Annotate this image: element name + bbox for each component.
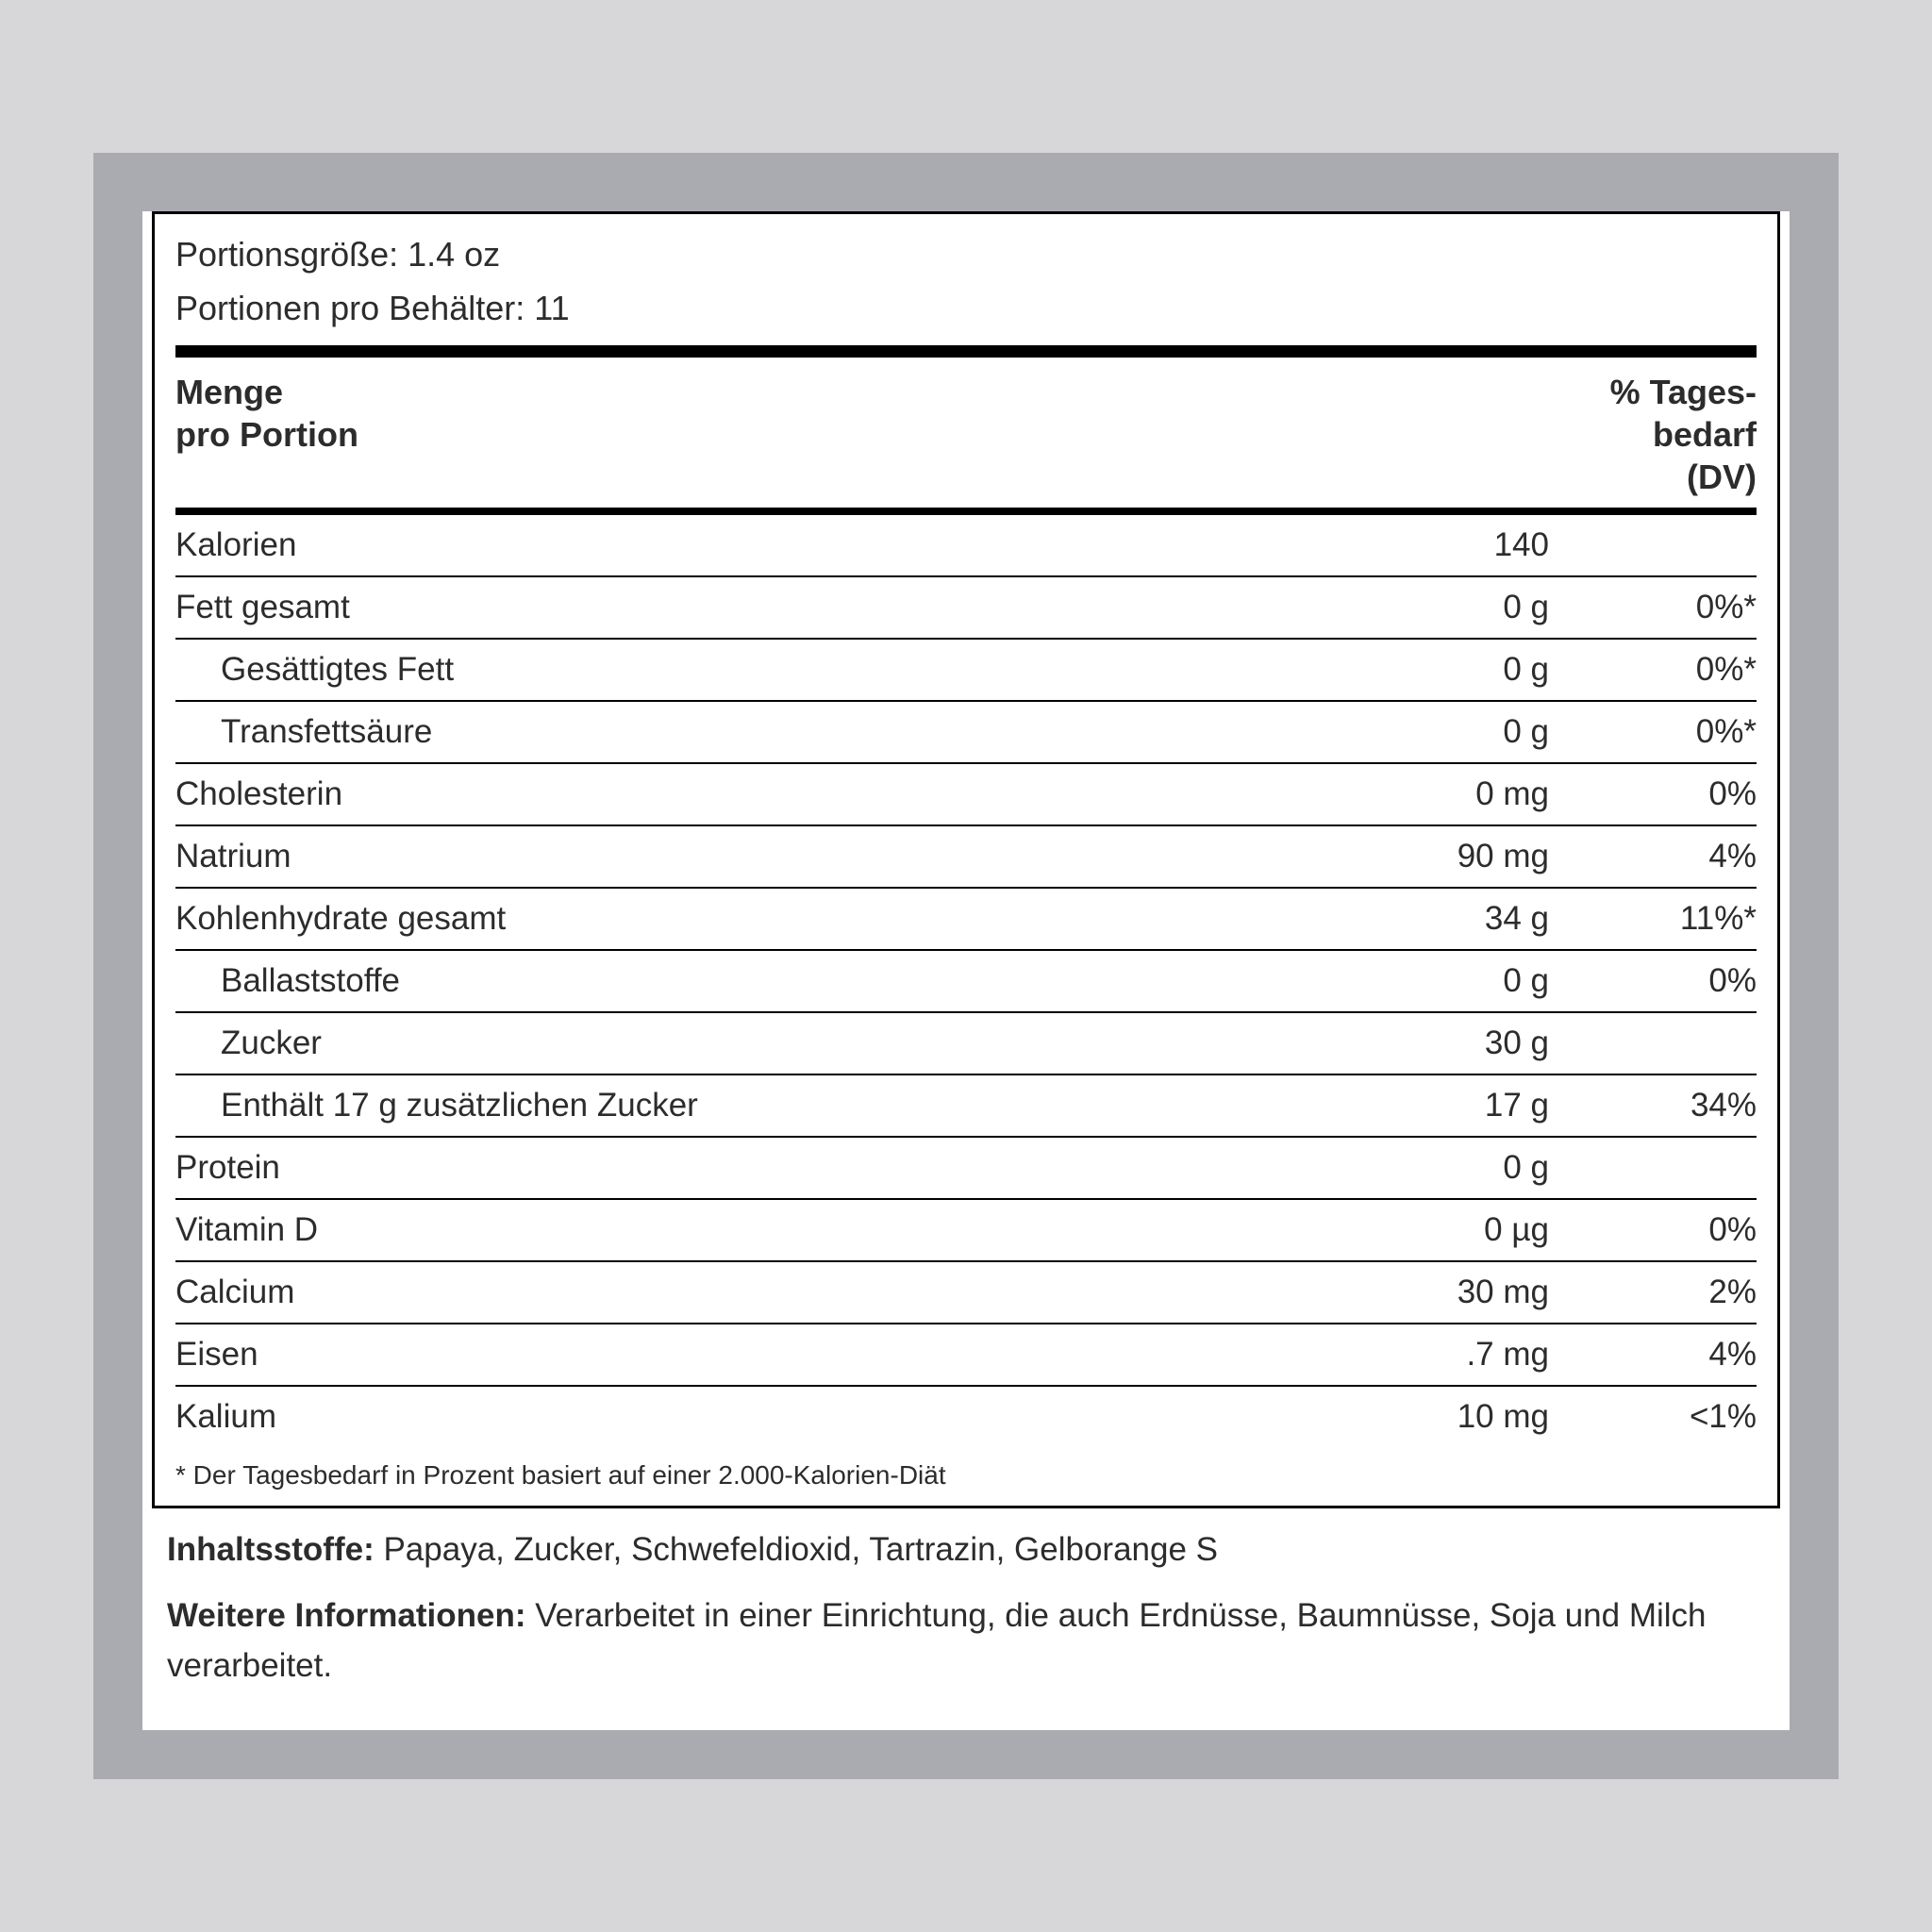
row-label: Natrium [175,838,1304,875]
table-row: Eisen.7 mg4% [175,1324,1757,1387]
footnote: * Der Tagesbedarf in Prozent basiert auf… [175,1447,1757,1496]
mid-rule [175,508,1757,515]
row-amount: 30 mg [1304,1274,1549,1311]
row-amount: 0 g [1304,589,1549,626]
row-dv: 0% [1549,1211,1757,1249]
row-label: Enthält 17 g zusätzlichen Zucker [175,1087,1304,1124]
header-amount: Menge pro Portion [175,371,358,456]
serving-size: Portionsgröße: 1.4 oz [175,227,1757,282]
more-info-line: Weitere Informationen: Verarbeitet in ei… [167,1591,1765,1690]
table-row: Calcium30 mg2% [175,1262,1757,1324]
table-row: Enthält 17 g zusätzlichen Zucker17 g34% [175,1075,1757,1138]
row-label: Cholesterin [175,775,1304,813]
nutrition-table: Portionsgröße: 1.4 oz Portionen pro Behä… [152,211,1780,1508]
row-dv: 0%* [1549,651,1757,689]
row-dv: 4% [1549,1336,1757,1374]
row-dv: 0%* [1549,589,1757,626]
table-row: Kalium10 mg<1% [175,1387,1757,1447]
table-row: Ballaststoffe0 g0% [175,951,1757,1013]
row-dv: 0% [1549,962,1757,1000]
header-dv-line1: % Tages- [1610,373,1757,411]
serving-block: Portionsgröße: 1.4 oz Portionen pro Behä… [175,227,1757,340]
row-dv: 4% [1549,838,1757,875]
row-amount: 30 g [1304,1024,1549,1062]
header-dv-line2: bedarf [1653,415,1757,454]
row-label: Protein [175,1149,1304,1187]
thick-rule-top [175,345,1757,358]
header-dv: % Tages- bedarf (DV) [1610,371,1757,498]
row-label: Transfettsäure [175,713,1304,751]
row-amount: 17 g [1304,1087,1549,1124]
header-amount-line2: pro Portion [175,415,358,454]
row-label: Kalium [175,1398,1304,1436]
table-row: Zucker30 g [175,1013,1757,1075]
row-dv: 34% [1549,1087,1757,1124]
row-amount: 0 mg [1304,775,1549,813]
row-amount: .7 mg [1304,1336,1549,1374]
servings-per-container: Portionen pro Behälter: 11 [175,281,1757,336]
row-dv: 0% [1549,775,1757,813]
table-row: Gesättigtes Fett0 g0%* [175,640,1757,702]
table-row: Kohlenhydrate gesamt34 g11%* [175,889,1757,951]
row-amount: 0 g [1304,651,1549,689]
below-block: Inhaltsstoffe: Papaya, Zucker, Schwefeld… [142,1508,1790,1691]
row-dv: 11%* [1549,900,1757,938]
row-dv: 2% [1549,1274,1757,1311]
row-label: Calcium [175,1274,1304,1311]
row-amount: 0 g [1304,962,1549,1000]
row-amount: 34 g [1304,900,1549,938]
outer-frame: Portionsgröße: 1.4 oz Portionen pro Behä… [93,153,1839,1780]
table-row: Kalorien140 [175,515,1757,577]
row-label: Vitamin D [175,1211,1304,1249]
table-header-row: Menge pro Portion % Tages- bedarf (DV) [175,358,1757,508]
nutrition-panel: Portionsgröße: 1.4 oz Portionen pro Behä… [142,211,1790,1731]
header-amount-line1: Menge [175,373,283,411]
row-dv: <1% [1549,1398,1757,1436]
header-dv-line3: (DV) [1687,458,1757,496]
row-label: Kalorien [175,526,1304,564]
row-amount: 0 g [1304,713,1549,751]
table-row: Vitamin D0 µg0% [175,1200,1757,1262]
row-label: Fett gesamt [175,589,1304,626]
row-label: Zucker [175,1024,1304,1062]
row-amount: 0 µg [1304,1211,1549,1249]
row-label: Eisen [175,1336,1304,1374]
row-label: Gesättigtes Fett [175,651,1304,689]
more-info-label: Weitere Informationen: [167,1597,535,1634]
table-row: Transfettsäure0 g0%* [175,702,1757,764]
row-label: Kohlenhydrate gesamt [175,900,1304,938]
row-amount: 0 g [1304,1149,1549,1187]
row-amount: 10 mg [1304,1398,1549,1436]
table-row: Cholesterin0 mg0% [175,764,1757,826]
row-amount: 90 mg [1304,838,1549,875]
ingredients-line: Inhaltsstoffe: Papaya, Zucker, Schwefeld… [167,1525,1765,1575]
row-dv: 0%* [1549,713,1757,751]
table-row: Fett gesamt0 g0%* [175,577,1757,640]
ingredients-text: Papaya, Zucker, Schwefeldioxid, Tartrazi… [383,1531,1218,1568]
table-row: Natrium90 mg4% [175,826,1757,889]
table-row: Protein0 g [175,1138,1757,1200]
row-amount: 140 [1304,526,1549,564]
rows-container: Kalorien140Fett gesamt0 g0%*Gesättigtes … [175,515,1757,1447]
ingredients-label: Inhaltsstoffe: [167,1531,383,1568]
row-label: Ballaststoffe [175,962,1304,1000]
